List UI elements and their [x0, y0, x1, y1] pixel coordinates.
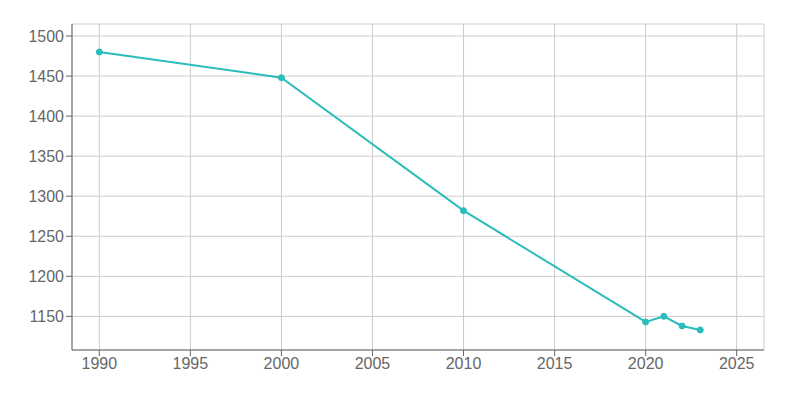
- svg-text:1500: 1500: [28, 28, 64, 45]
- svg-text:2025: 2025: [719, 355, 755, 372]
- svg-text:1990: 1990: [82, 355, 118, 372]
- svg-text:2000: 2000: [264, 355, 300, 372]
- svg-text:2010: 2010: [446, 355, 482, 372]
- svg-text:1200: 1200: [28, 268, 64, 285]
- svg-text:2020: 2020: [628, 355, 664, 372]
- svg-text:1300: 1300: [28, 188, 64, 205]
- svg-text:1150: 1150: [30, 308, 65, 325]
- svg-text:1995: 1995: [173, 355, 209, 372]
- svg-text:1350: 1350: [28, 148, 64, 165]
- svg-text:2015: 2015: [537, 355, 573, 372]
- svg-text:2005: 2005: [355, 355, 391, 372]
- svg-text:1400: 1400: [28, 108, 64, 125]
- svg-text:1250: 1250: [28, 228, 64, 245]
- svg-text:1450: 1450: [28, 68, 64, 85]
